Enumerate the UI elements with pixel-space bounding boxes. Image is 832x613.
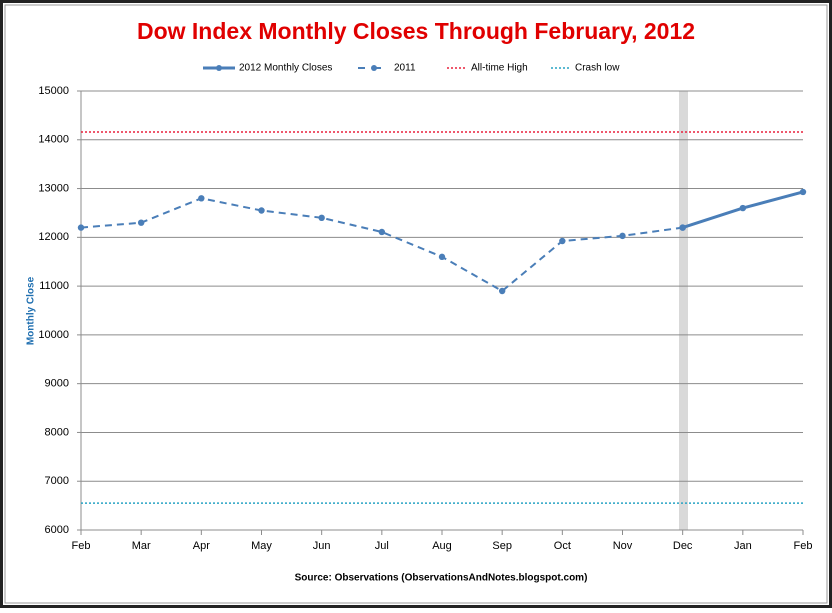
legend-label: Crash low: [575, 63, 620, 74]
x-tick-label: Sep: [492, 540, 512, 552]
y-tick-label: 12000: [38, 231, 69, 243]
x-tick-label: Nov: [613, 540, 633, 552]
y-tick-label: 7000: [45, 475, 69, 487]
data-point: [438, 253, 446, 261]
x-tick-label: Mar: [132, 540, 151, 552]
y-tick-label: 15000: [38, 85, 69, 97]
legend-marker: [371, 65, 377, 71]
y-tick-label: 9000: [45, 378, 69, 390]
chart-title: Dow Index Monthly Closes Through Februar…: [137, 18, 695, 44]
data-point: [739, 204, 747, 212]
y-tick-label: 10000: [38, 329, 69, 341]
data-point: [198, 195, 205, 202]
series-line: [80, 197, 683, 293]
y-tick-label: 6000: [45, 524, 69, 536]
x-tick-label: Jan: [734, 540, 752, 552]
data-point: [137, 219, 145, 226]
legend-label: 2012 Monthly Closes: [239, 63, 332, 74]
x-tick-label: Feb: [72, 540, 91, 552]
y-tick-label: 14000: [38, 134, 69, 146]
inner-frame: [4, 4, 828, 604]
x-tick-label: Apr: [193, 540, 210, 552]
data-point: [559, 237, 566, 245]
x-tick-label: Oct: [554, 540, 571, 552]
data-point: [77, 224, 85, 231]
x-tick-label: Feb: [794, 540, 813, 552]
x-tick-label: Dec: [673, 540, 693, 552]
y-tick-label: 13000: [38, 182, 69, 194]
y-tick-label: 11000: [39, 280, 69, 292]
highlight-band: [679, 91, 688, 530]
legend-marker: [216, 65, 222, 71]
data-point: [318, 214, 325, 222]
source-note: Source: Observations (ObservationsAndNot…: [295, 573, 588, 584]
x-tick-label: Jul: [375, 540, 389, 552]
data-point: [258, 207, 265, 214]
x-tick-label: Aug: [432, 540, 452, 552]
data-point: [799, 188, 807, 196]
data-point: [679, 224, 686, 231]
y-tick-label: 8000: [45, 426, 69, 438]
x-tick-label: May: [251, 540, 272, 552]
legend-label: 2011: [394, 63, 416, 74]
legend-label: All-time High: [471, 63, 528, 74]
data-point: [619, 232, 626, 240]
x-tick-label: Jun: [313, 540, 331, 552]
y-axis-label: Monthly Close: [26, 276, 37, 345]
data-point: [498, 287, 506, 295]
data-point: [378, 228, 386, 236]
